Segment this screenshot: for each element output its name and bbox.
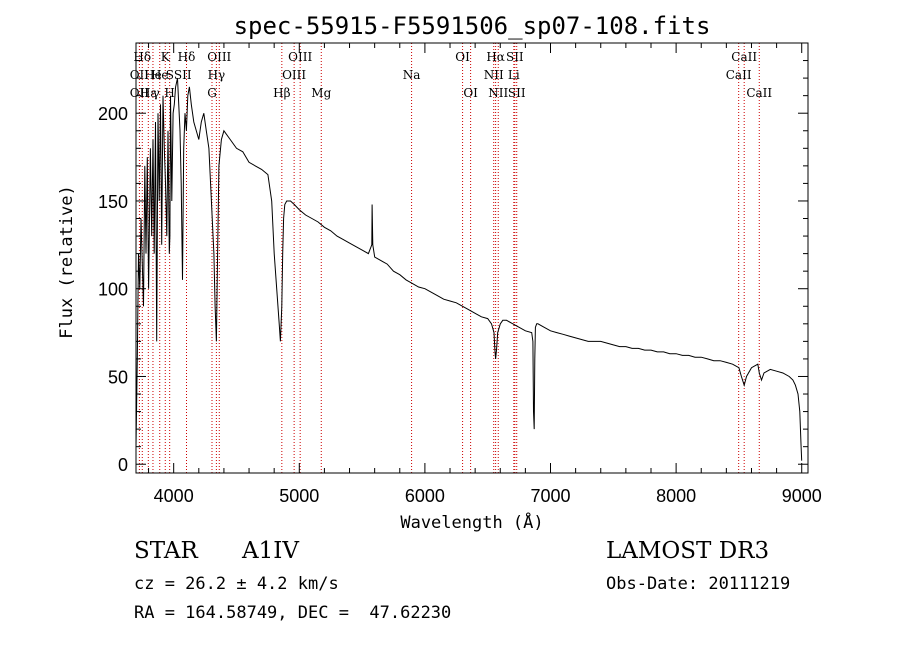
line-label: Na — [403, 68, 421, 82]
line-label: OIII — [288, 50, 312, 64]
x-tick-label: 7000 — [530, 486, 570, 506]
redshift-text: cz = 26.2 ± 4.2 km/s — [134, 574, 339, 594]
line-label: K — [161, 50, 171, 64]
y-tick-label: 200 — [98, 104, 128, 124]
object-class: STAR — [134, 538, 198, 564]
x-axis-label: Wavelength (Å) — [400, 511, 543, 533]
x-tick-label: 8000 — [656, 486, 696, 506]
spectrum-series — [135, 77, 803, 461]
marker-lines — [138, 43, 760, 473]
line-label: OII — [130, 86, 150, 100]
y-axis-label: Flux (relative) — [57, 185, 77, 339]
y-tick-label: 100 — [98, 280, 128, 300]
line-label: CaII — [746, 86, 772, 100]
survey-name: LAMOST DR3 — [606, 538, 770, 564]
chart-title: spec-55915-F5591506_sp07-108.fits — [234, 12, 711, 40]
line-label: Hγ — [208, 68, 226, 82]
line-label: He — [144, 68, 162, 82]
plot-frame — [135, 42, 809, 474]
line-label: OI — [455, 50, 470, 64]
y-tick-label: 150 — [98, 192, 128, 212]
object-subclass: A1IV — [242, 538, 299, 564]
axis-ticks: 4000 5000 6000 7000 8000 9000 0 50 100 150 200 — [98, 43, 822, 506]
line-label: CaII — [731, 50, 757, 64]
line-label: Mg — [311, 86, 331, 100]
line-label: OII — [130, 68, 150, 82]
line-label: Hδ — [133, 50, 151, 64]
line-label: SII — [174, 68, 192, 82]
line-label: CaII — [726, 68, 752, 82]
x-tick-label: 4000 — [154, 486, 194, 506]
line-label: OIII — [207, 50, 231, 64]
line-label: Li — [508, 68, 520, 82]
x-tick-label: 6000 — [405, 486, 445, 506]
line-label: He — [151, 68, 169, 82]
line-label: NII — [488, 86, 508, 100]
line-label: H — [164, 86, 174, 100]
line-label: G — [207, 86, 217, 100]
y-tick-label: 50 — [108, 367, 128, 387]
x-tick-label: 5000 — [279, 486, 319, 506]
obs-date: Obs-Date: 20111219 — [606, 574, 791, 594]
line-label: γ — [153, 86, 160, 100]
y-tick-label: 0 — [118, 455, 128, 475]
line-label: S — [166, 68, 174, 82]
line-label: SII — [508, 86, 526, 100]
x-tick-label: 9000 — [782, 486, 822, 506]
line-label: Hα — [486, 50, 505, 64]
line-label: Hε — [140, 86, 157, 100]
line-label: SII — [506, 50, 524, 64]
line-label: Hδ — [178, 50, 196, 64]
line-label: OI — [463, 86, 478, 100]
coordinates: RA = 164.58749, DEC = 47.62230 — [134, 603, 452, 623]
spectrum-line — [135, 77, 803, 461]
line-label: Hβ — [273, 86, 290, 100]
line-label: NII — [484, 68, 504, 82]
line-label: OIII — [282, 68, 306, 82]
